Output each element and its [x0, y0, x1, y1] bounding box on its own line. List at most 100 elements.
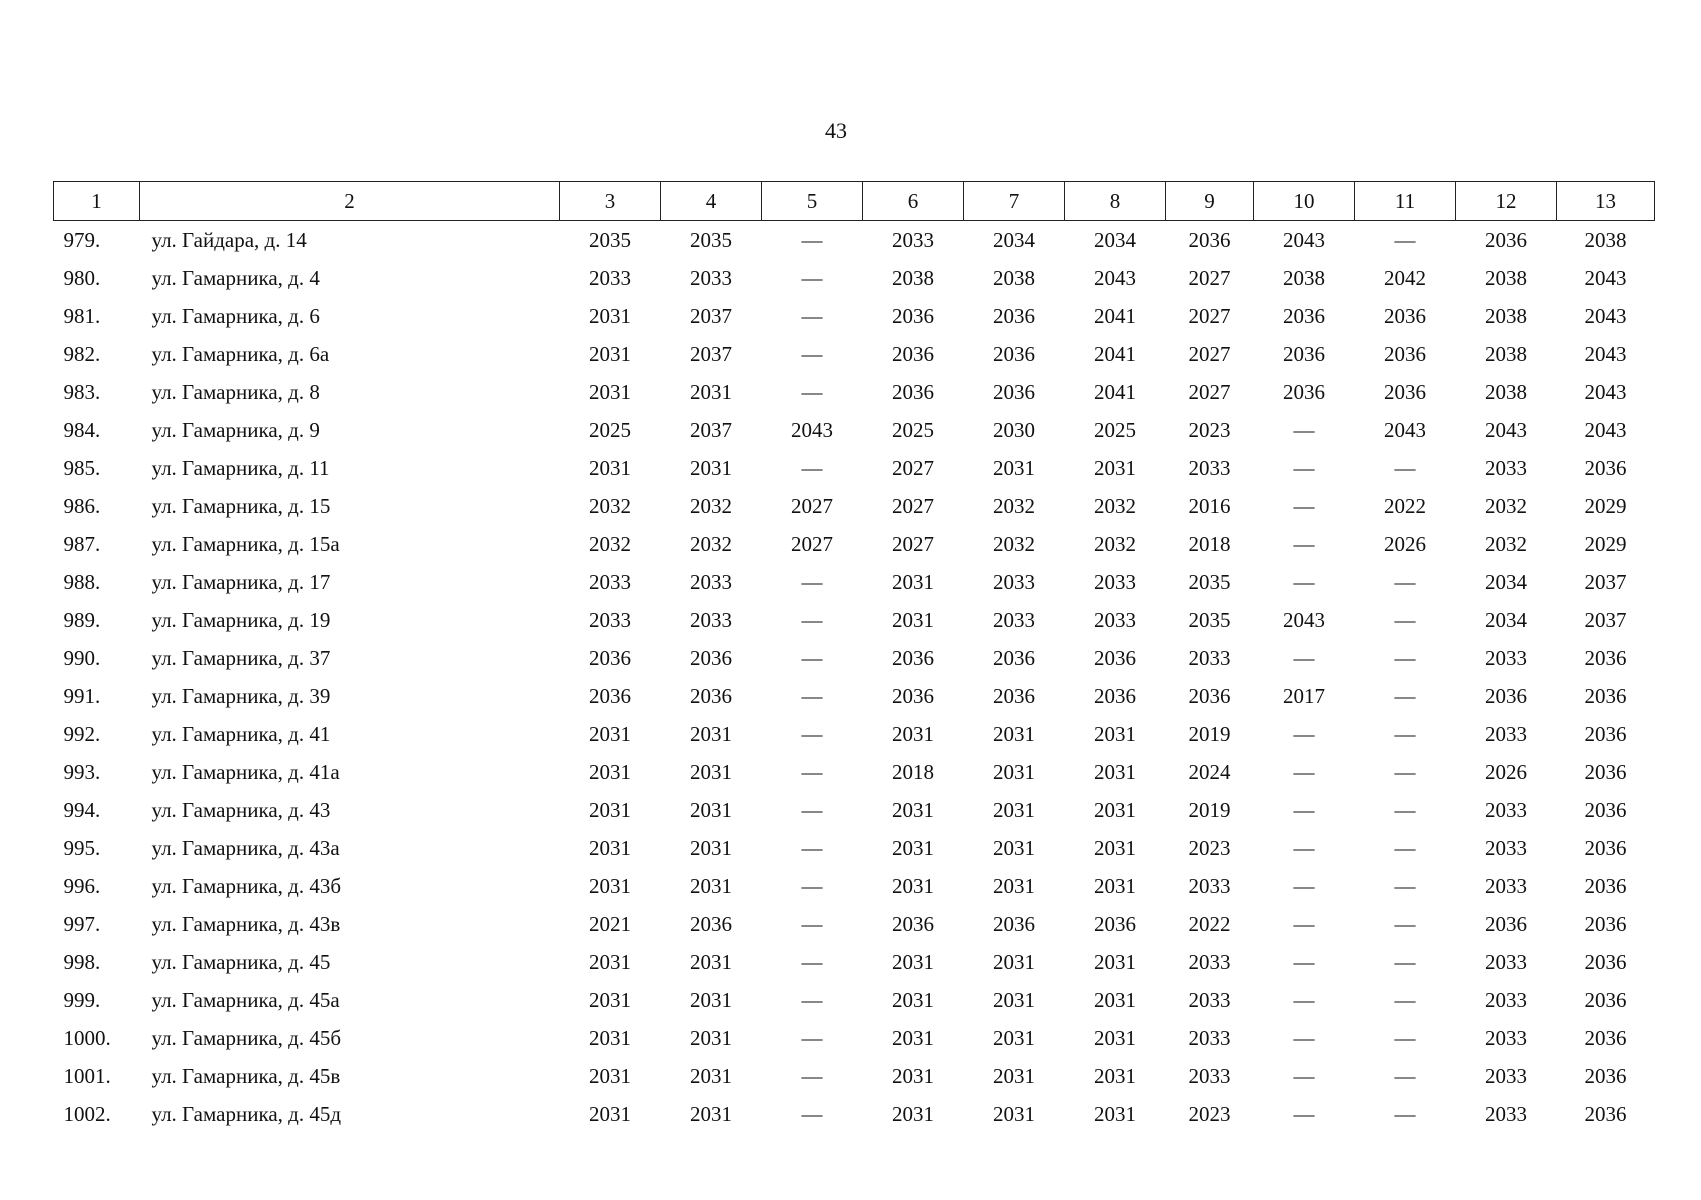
year-cell: 2031 [690, 835, 732, 860]
year-cell: 2031 [1094, 1101, 1136, 1126]
year-cell: 2041 [1094, 379, 1136, 404]
year-cell: — [1394, 835, 1416, 860]
year-cell: 2031 [1094, 835, 1136, 860]
year-cell: 2031 [1094, 759, 1136, 784]
year-cell: 2032 [589, 493, 631, 518]
year-cell: 2031 [892, 721, 934, 746]
year-cell: — [801, 797, 823, 822]
year-cell: 2031 [690, 379, 732, 404]
year-cell: 2037 [690, 341, 732, 366]
year-cell: — [801, 721, 823, 746]
year-cell: — [801, 265, 823, 290]
header-cell: 2 [139, 181, 560, 221]
year-cell: 2034 [1485, 569, 1527, 594]
year-cell: — [801, 1101, 823, 1126]
year-cell: 2033 [1094, 569, 1136, 594]
year-cell: — [1394, 227, 1416, 252]
table-row: 986. ул. Гамарника, д. 15 2032 2032 2027 2027… [54, 487, 1655, 525]
year-cell: 2036 [1584, 1063, 1627, 1088]
header-cell: 6 [862, 181, 964, 221]
year-cell: 2019 [1188, 721, 1231, 746]
year-cell: 2023 [1188, 417, 1231, 442]
year-cell: 2031 [1094, 455, 1136, 480]
year-cell: 2031 [1094, 873, 1136, 898]
row-number: 993. [63, 759, 101, 784]
year-cell: 2033 [993, 607, 1035, 632]
year-cell: — [1293, 531, 1315, 556]
row-number: 984. [63, 417, 101, 442]
year-cell: 2036 [993, 341, 1035, 366]
header-cell: 7 [963, 181, 1065, 221]
table-row: 998. ул. Гамарника, д. 45 2031 2031 — 2031 203… [54, 943, 1655, 981]
year-cell: — [1293, 569, 1315, 594]
year-cell: 2031 [589, 797, 631, 822]
header-cell: 11 [1354, 181, 1456, 221]
year-cell: 2043 [1584, 303, 1627, 328]
address: ул. Гамарника, д. 15а [151, 531, 340, 556]
year-cell: 2041 [1094, 341, 1136, 366]
year-cell: — [1293, 455, 1315, 480]
year-cell: 2033 [589, 265, 631, 290]
year-cell: 2026 [1485, 759, 1527, 784]
year-cell: — [1293, 1063, 1315, 1088]
address: ул. Гамарника, д. 43 [151, 797, 331, 822]
year-cell: — [1394, 569, 1416, 594]
year-cell: — [801, 987, 823, 1012]
year-cell: 2031 [690, 1025, 732, 1050]
year-cell: — [1394, 1101, 1416, 1126]
year-cell: 2031 [892, 797, 934, 822]
year-cell: — [1293, 987, 1315, 1012]
year-cell: 2033 [1485, 1025, 1527, 1050]
row-number: 997. [63, 911, 101, 936]
year-cell: — [1293, 721, 1315, 746]
year-cell: 2043 [1384, 417, 1426, 442]
year-cell: 2033 [1485, 873, 1527, 898]
year-cell: 2033 [1485, 1063, 1527, 1088]
address: ул. Гамарника, д. 41а [151, 759, 340, 784]
year-cell: 2031 [690, 949, 732, 974]
row-number: 979. [63, 227, 101, 252]
year-cell: — [801, 949, 823, 974]
year-cell: 2031 [993, 949, 1035, 974]
year-cell: 2033 [1485, 797, 1527, 822]
year-cell: 2031 [892, 569, 934, 594]
year-cell: 2033 [690, 607, 732, 632]
year-cell: 2031 [892, 607, 934, 632]
year-cell: — [1293, 835, 1315, 860]
address: ул. Гамарника, д. 15 [151, 493, 331, 518]
year-cell: 2036 [1584, 1025, 1627, 1050]
year-cell: 2034 [993, 227, 1035, 252]
year-cell: 2036 [690, 683, 732, 708]
year-cell: 2035 [1188, 607, 1231, 632]
year-cell: 2027 [892, 493, 934, 518]
year-cell: 2036 [1283, 303, 1325, 328]
year-cell: — [801, 911, 823, 936]
year-cell: 2027 [791, 493, 833, 518]
address: ул. Гамарника, д. 9 [151, 417, 320, 442]
year-cell: 2033 [1485, 455, 1527, 480]
year-cell: — [1293, 873, 1315, 898]
table-row: 1002. ул. Гамарника, д. 45д 2031 2031 — 2031 2… [54, 1095, 1655, 1133]
table-row: 999. ул. Гамарника, д. 45а 2031 2031 — 2031 20… [54, 981, 1655, 1019]
year-cell: — [1293, 645, 1315, 670]
year-cell: 2022 [1384, 493, 1426, 518]
year-cell: 2031 [589, 379, 631, 404]
address: ул. Гамарника, д. 41 [151, 721, 331, 746]
year-cell: 2035 [690, 227, 732, 252]
year-cell: — [1394, 759, 1416, 784]
year-cell: 2031 [892, 1063, 934, 1088]
row-number: 988. [63, 569, 101, 594]
year-cell: 2036 [690, 645, 732, 670]
year-cell: 2031 [892, 873, 934, 898]
table-row: 994. ул. Гамарника, д. 43 2031 2031 — 2031 203… [54, 791, 1655, 829]
year-cell: 2036 [993, 683, 1035, 708]
year-cell: — [801, 759, 823, 784]
year-cell: 2025 [892, 417, 934, 442]
table-row: 985. ул. Гамарника, д. 11 2031 2031 — 2027 203… [54, 449, 1655, 487]
table-row: 990. ул. Гамарника, д. 37 2036 2036 — 2036 203… [54, 639, 1655, 677]
year-cell: 2031 [1094, 987, 1136, 1012]
table-row: 995. ул. Гамарника, д. 43а 2031 2031 — 2031 20… [54, 829, 1655, 867]
row-number: 992. [63, 721, 101, 746]
year-cell: 2032 [589, 531, 631, 556]
table-row: 981. ул. Гамарника, д. 6 2031 2037 — 2036 2036… [54, 297, 1655, 335]
